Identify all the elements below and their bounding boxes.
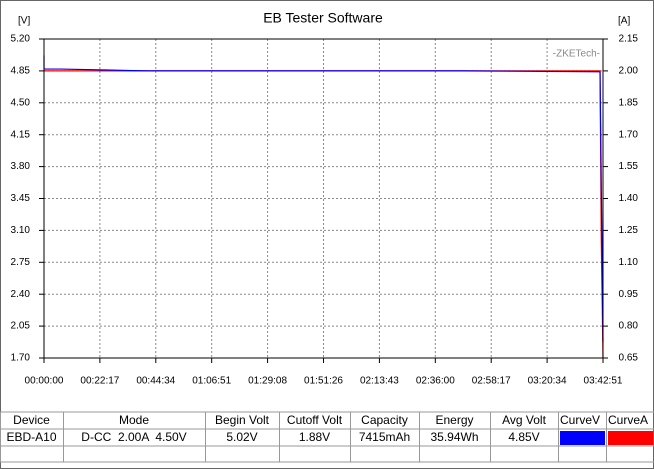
column-header: Avg Volt: [502, 413, 546, 427]
column-header: Begin Volt: [215, 413, 270, 427]
table-cell: EBD-A10: [6, 430, 56, 444]
x-tick-label: 02:58:17: [472, 376, 511, 387]
y-tick-label: 4.85: [11, 66, 31, 77]
column-header: CurveA: [608, 413, 648, 427]
x-tick-label: 01:51:26: [304, 376, 343, 387]
column-header: Energy: [435, 413, 473, 427]
y-tick-label: 2.75: [11, 257, 31, 268]
x-tick-label: 01:29:08: [248, 376, 287, 387]
curve-color-swatch: [560, 431, 605, 445]
y-tick-label: 4.50: [11, 97, 31, 108]
curve-color-swatch: [608, 431, 653, 445]
y2-tick-label: 1.10: [619, 257, 639, 268]
y2-tick-label: 1.85: [619, 97, 639, 108]
x-tick-label: 00:22:17: [80, 376, 119, 387]
y-tick-label: 2.40: [11, 289, 31, 300]
x-tick-label: 00:44:34: [136, 376, 175, 387]
table-cell: 7415mAh: [359, 430, 410, 444]
x-tick-label: 03:20:34: [528, 376, 567, 387]
y2-tick-label: 2.15: [619, 34, 639, 45]
y2-tick-label: 2.00: [619, 66, 639, 77]
plot-border: [43, 38, 604, 359]
y-tick-label: 3.45: [11, 193, 31, 204]
x-tick-label: 00:00:00: [25, 376, 64, 387]
plot-area: [44, 39, 603, 358]
x-tick-label: 01:06:51: [192, 376, 231, 387]
chart-title: EB Tester Software: [263, 10, 383, 26]
table-cell: D-CC 2.00A 4.50V: [81, 430, 186, 444]
y2-tick-label: 1.25: [619, 225, 639, 236]
y-tick-label: 2.05: [11, 321, 31, 332]
y-tick-label: 1.70: [11, 353, 31, 364]
y-tick-label: 3.10: [11, 225, 31, 236]
column-header: CurveV: [560, 413, 600, 427]
table-cell: 35.94Wh: [430, 430, 478, 444]
y-tick-label: 3.80: [11, 161, 31, 172]
column-header: Cutoff Volt: [287, 413, 343, 427]
y2-tick-label: 0.65: [619, 353, 639, 364]
x-tick-label: 02:13:43: [360, 376, 399, 387]
table-cell: 5.02V: [226, 430, 257, 444]
x-tick-label: 02:36:00: [416, 376, 455, 387]
y-tick-label: 5.20: [11, 34, 31, 45]
x-tick-label: 03:42:51: [584, 376, 623, 387]
y-tick-label: 4.15: [11, 129, 31, 140]
y-axis-label: [V]: [18, 16, 30, 27]
column-header: Capacity: [361, 413, 408, 427]
y2-tick-label: 1.70: [619, 129, 639, 140]
annotation: -ZKETech-: [553, 49, 600, 60]
y2-tick-label: 0.80: [619, 321, 639, 332]
y2-tick-label: 1.55: [619, 161, 639, 172]
table-cell: 1.88V: [299, 430, 330, 444]
table-cell: 4.85V: [508, 430, 539, 444]
column-header: Device: [13, 413, 50, 427]
y2-axis-label: [A]: [618, 16, 630, 27]
y2-tick-label: 0.95: [619, 289, 639, 300]
table: Device Mode Begin Volt Cutoff Volt Capacity E…: [0, 411, 654, 463]
column-header: Mode: [119, 413, 149, 427]
y2-tick-label: 1.40: [619, 193, 639, 204]
